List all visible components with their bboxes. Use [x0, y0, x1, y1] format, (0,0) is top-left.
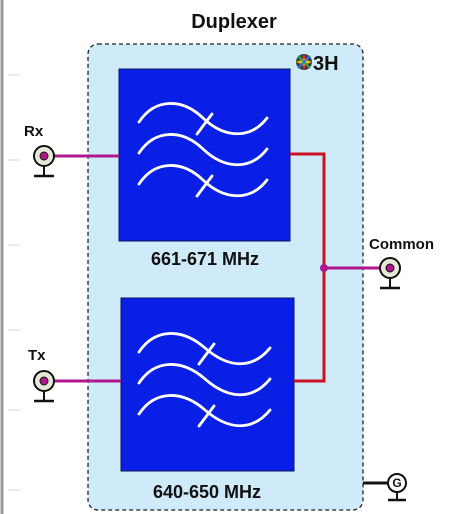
- upper-filter-band-label: 661-671 MHz: [151, 249, 259, 269]
- common-connector-icon: [379, 257, 401, 290]
- junction-dot: [320, 264, 328, 272]
- rx-connector-icon: [33, 145, 55, 178]
- bandpass-filter-icon: [137, 102, 269, 198]
- ground-connector-icon: [363, 473, 407, 502]
- tx-connector-icon: [33, 370, 55, 403]
- flower-logo-icon: [296, 54, 312, 70]
- lower-filter-body: [120, 297, 295, 472]
- tx-port-label: Tx: [28, 347, 46, 364]
- lower-filter: [120, 297, 295, 472]
- common-port-label: Common: [369, 236, 434, 253]
- ground-port-label: G: [392, 476, 401, 490]
- left-tick-marks: [8, 74, 20, 491]
- logo-text: 3H: [313, 53, 339, 75]
- diagram-title: Duplexer: [191, 11, 277, 33]
- upper-filter-body: [118, 68, 291, 242]
- rx-port-label: Rx: [24, 123, 44, 140]
- upper-filter: [118, 68, 291, 242]
- brand-logo: 3H: [296, 53, 339, 75]
- lower-filter-band-label: 640-650 MHz: [153, 482, 261, 502]
- bandpass-filter-icon: [137, 332, 272, 428]
